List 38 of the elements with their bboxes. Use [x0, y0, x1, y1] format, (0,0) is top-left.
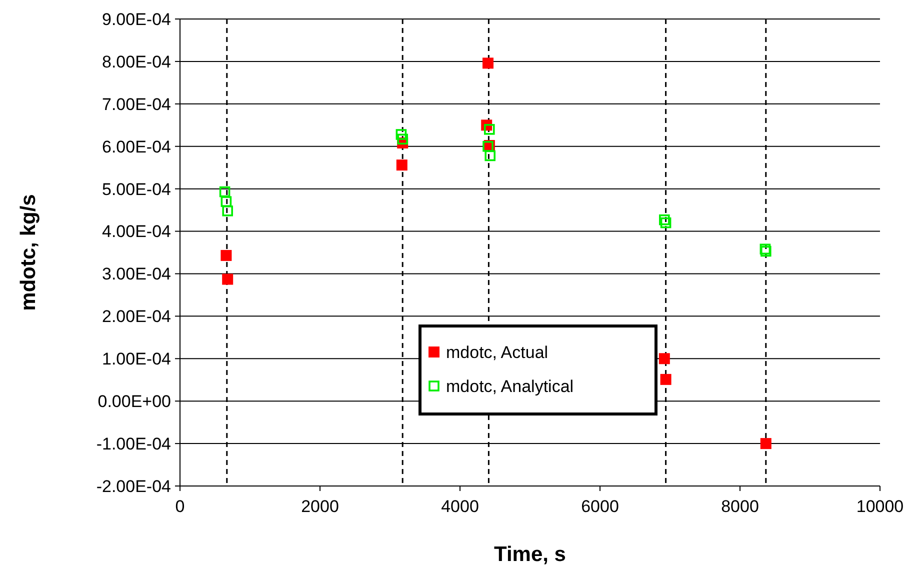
point [760, 438, 772, 450]
point [659, 214, 670, 226]
legend-label: mdotc, Actual [446, 342, 548, 362]
point [482, 58, 494, 69]
y-tick-label: 2.00E-04 [102, 307, 171, 326]
x-tick-label: 8000 [721, 497, 759, 516]
y-tick-label: -2.00E-04 [96, 476, 171, 496]
y-tick-label: 0.00E+00 [98, 392, 171, 412]
x-tick-label: 4000 [441, 497, 479, 516]
y-tick-label: 8.00E-04 [102, 52, 171, 72]
point [484, 150, 496, 162]
point [222, 205, 233, 216]
y-tick-label: 4.00E-04 [102, 222, 171, 242]
point [396, 129, 407, 140]
y-tick-label: 3.00E-04 [102, 264, 171, 284]
y-tick-label: 6.00E-04 [102, 137, 171, 156]
legend-label: mdotc, Analytical [446, 376, 574, 396]
x-tick-label: 2000 [301, 497, 339, 516]
y-tick-label: -1.00E-04 [96, 434, 171, 454]
point [396, 160, 408, 171]
point [219, 186, 230, 198]
point [660, 374, 672, 385]
x-tick-label: 6000 [581, 497, 619, 516]
y-tick-label: 5.00E-04 [102, 180, 171, 199]
x-tick-label: 0 [175, 497, 185, 516]
point [658, 353, 670, 364]
x-tick-label: 10000 [856, 497, 904, 516]
point [397, 134, 408, 145]
point [484, 124, 495, 135]
y-tick-label: 9.00E-04 [102, 10, 171, 29]
y-tick-label: 1.00E-04 [102, 350, 171, 369]
y-axis-title: mdotc, kg/s [17, 194, 40, 311]
point [660, 217, 672, 228]
y-tick-label: 7.00E-04 [102, 94, 171, 114]
point [220, 250, 232, 261]
point [222, 274, 234, 285]
point [220, 196, 232, 207]
x-axis-title: Time, s [494, 543, 566, 566]
